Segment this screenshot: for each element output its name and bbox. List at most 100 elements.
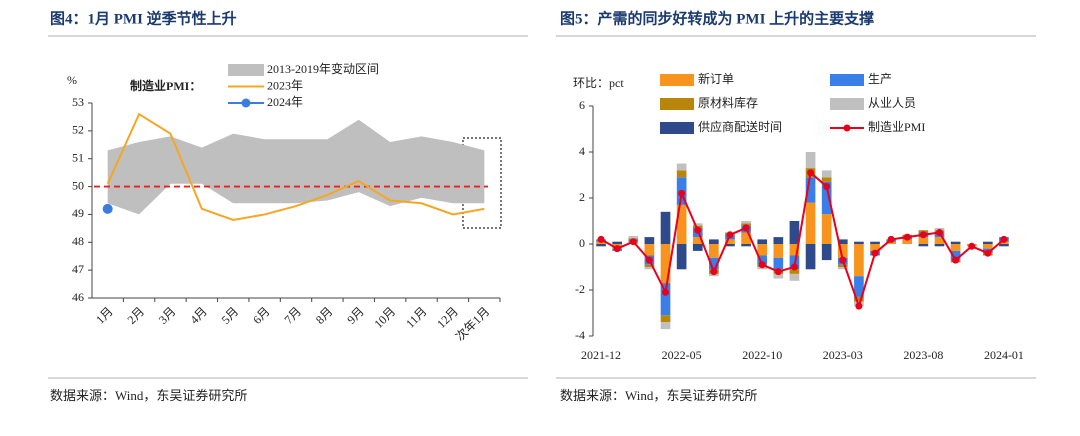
x-tick-label: 4月 bbox=[187, 304, 210, 327]
legend-label: 制造业PMI bbox=[868, 120, 925, 134]
bar-segment bbox=[789, 269, 800, 274]
bar-segment bbox=[773, 257, 784, 270]
bar-segment bbox=[805, 152, 816, 169]
bar-segment bbox=[854, 296, 864, 302]
bar-segment bbox=[950, 250, 961, 261]
bar-segment bbox=[805, 202, 816, 244]
legend-label: 原材料库存 bbox=[698, 95, 758, 110]
data-point bbox=[742, 224, 750, 232]
bar-segment bbox=[660, 322, 671, 330]
data-point bbox=[102, 203, 113, 214]
data-point bbox=[694, 226, 702, 234]
bar-segment bbox=[692, 237, 703, 244]
data-point bbox=[903, 233, 911, 241]
bar-segment bbox=[982, 244, 993, 249]
data-point bbox=[710, 268, 718, 276]
x-tick-label: 1月 bbox=[93, 304, 116, 327]
bar-segment bbox=[725, 239, 735, 244]
y-axis-label: % bbox=[67, 73, 77, 87]
series-line bbox=[106, 112, 485, 222]
data-point bbox=[597, 235, 605, 243]
bar-segment bbox=[837, 267, 848, 270]
bar-segment bbox=[757, 244, 768, 256]
bar-segment bbox=[837, 239, 848, 244]
bar-segment bbox=[676, 244, 687, 270]
bar-segment bbox=[934, 244, 945, 247]
bar-segment bbox=[644, 237, 655, 244]
bar-segment bbox=[660, 211, 671, 244]
legend-swatch bbox=[843, 124, 851, 132]
x-tick-label: 2月 bbox=[125, 304, 148, 327]
x-tick-label: 2022-10 bbox=[742, 348, 782, 362]
bar-segment bbox=[837, 244, 848, 258]
y-tick-label: 48 bbox=[72, 234, 84, 248]
bar-segment bbox=[676, 204, 687, 244]
data-point bbox=[662, 288, 670, 296]
bar-segment bbox=[709, 244, 719, 258]
source-note: 数据来源：Wind，东吴证券研究所 bbox=[50, 388, 247, 403]
data-point bbox=[774, 268, 782, 276]
x-tick-label: 7月 bbox=[281, 304, 304, 327]
bar-segment bbox=[918, 237, 929, 244]
y-tick-label: 2 bbox=[579, 190, 585, 204]
bar-segment bbox=[837, 264, 848, 267]
legend-swatch bbox=[830, 98, 864, 110]
bar-segment bbox=[676, 163, 687, 171]
data-point bbox=[871, 249, 879, 257]
y-tick-label: 4 bbox=[579, 144, 585, 158]
bar-segment bbox=[773, 273, 784, 279]
bar-segment bbox=[854, 276, 864, 297]
bar-segment bbox=[934, 237, 945, 244]
bar-segment bbox=[741, 232, 751, 244]
bar-segment bbox=[692, 244, 703, 251]
x-tick-label: 2024-01 bbox=[984, 348, 1024, 362]
y-tick-label: -2 bbox=[575, 282, 585, 296]
data-point bbox=[807, 169, 815, 177]
bar-segment bbox=[660, 283, 671, 316]
bar-segment bbox=[789, 244, 800, 256]
x-tick-label: 8月 bbox=[313, 304, 336, 327]
bar-segment bbox=[918, 244, 929, 247]
bar-segment bbox=[870, 244, 880, 251]
data-point bbox=[645, 256, 653, 264]
x-tick-label: 2022-05 bbox=[662, 348, 702, 362]
x-tick-label: 2021-12 bbox=[581, 348, 621, 362]
bar-segment bbox=[870, 241, 880, 244]
bar-segment bbox=[644, 267, 655, 270]
data-point bbox=[678, 189, 686, 197]
legend-label: 2024年 bbox=[267, 95, 303, 109]
bar-segment bbox=[709, 257, 719, 270]
y-tick-label: 51 bbox=[72, 150, 84, 164]
data-point bbox=[758, 261, 766, 269]
bar-segment bbox=[821, 170, 832, 178]
legend-label: 供应商配送时间 bbox=[698, 119, 782, 134]
y-tick-label: -4 bbox=[575, 328, 585, 342]
bar-segment bbox=[821, 214, 832, 244]
legend-label: 新订单 bbox=[698, 71, 734, 86]
bar-segment bbox=[805, 244, 816, 270]
bar-segment bbox=[821, 244, 832, 261]
x-tick-label: 3月 bbox=[156, 304, 179, 327]
bar-segment bbox=[757, 255, 768, 265]
y-tick-label: 46 bbox=[72, 290, 84, 304]
data-point bbox=[629, 238, 637, 246]
legend-label: 2013-2019年变动区间 bbox=[267, 61, 379, 76]
bar-segment bbox=[999, 244, 1009, 247]
data-point bbox=[952, 256, 960, 264]
bar-segment bbox=[950, 241, 961, 244]
bar-segment bbox=[725, 244, 735, 247]
bar-segment bbox=[757, 239, 768, 244]
bar-segment bbox=[854, 244, 864, 277]
bar-segment bbox=[902, 239, 913, 244]
legend-swatch bbox=[241, 98, 251, 108]
y-tick-label: 53 bbox=[72, 95, 84, 109]
x-tick-label: 5月 bbox=[219, 304, 242, 327]
y-tick-label: 49 bbox=[72, 206, 84, 220]
data-point bbox=[839, 256, 847, 264]
data-point bbox=[968, 242, 976, 250]
bar-segment bbox=[612, 241, 623, 244]
x-tick-label: 11月 bbox=[403, 304, 430, 331]
x-tick-label: 2023-03 bbox=[823, 348, 863, 362]
bar-segment bbox=[709, 239, 719, 244]
bar-segment bbox=[773, 237, 784, 244]
